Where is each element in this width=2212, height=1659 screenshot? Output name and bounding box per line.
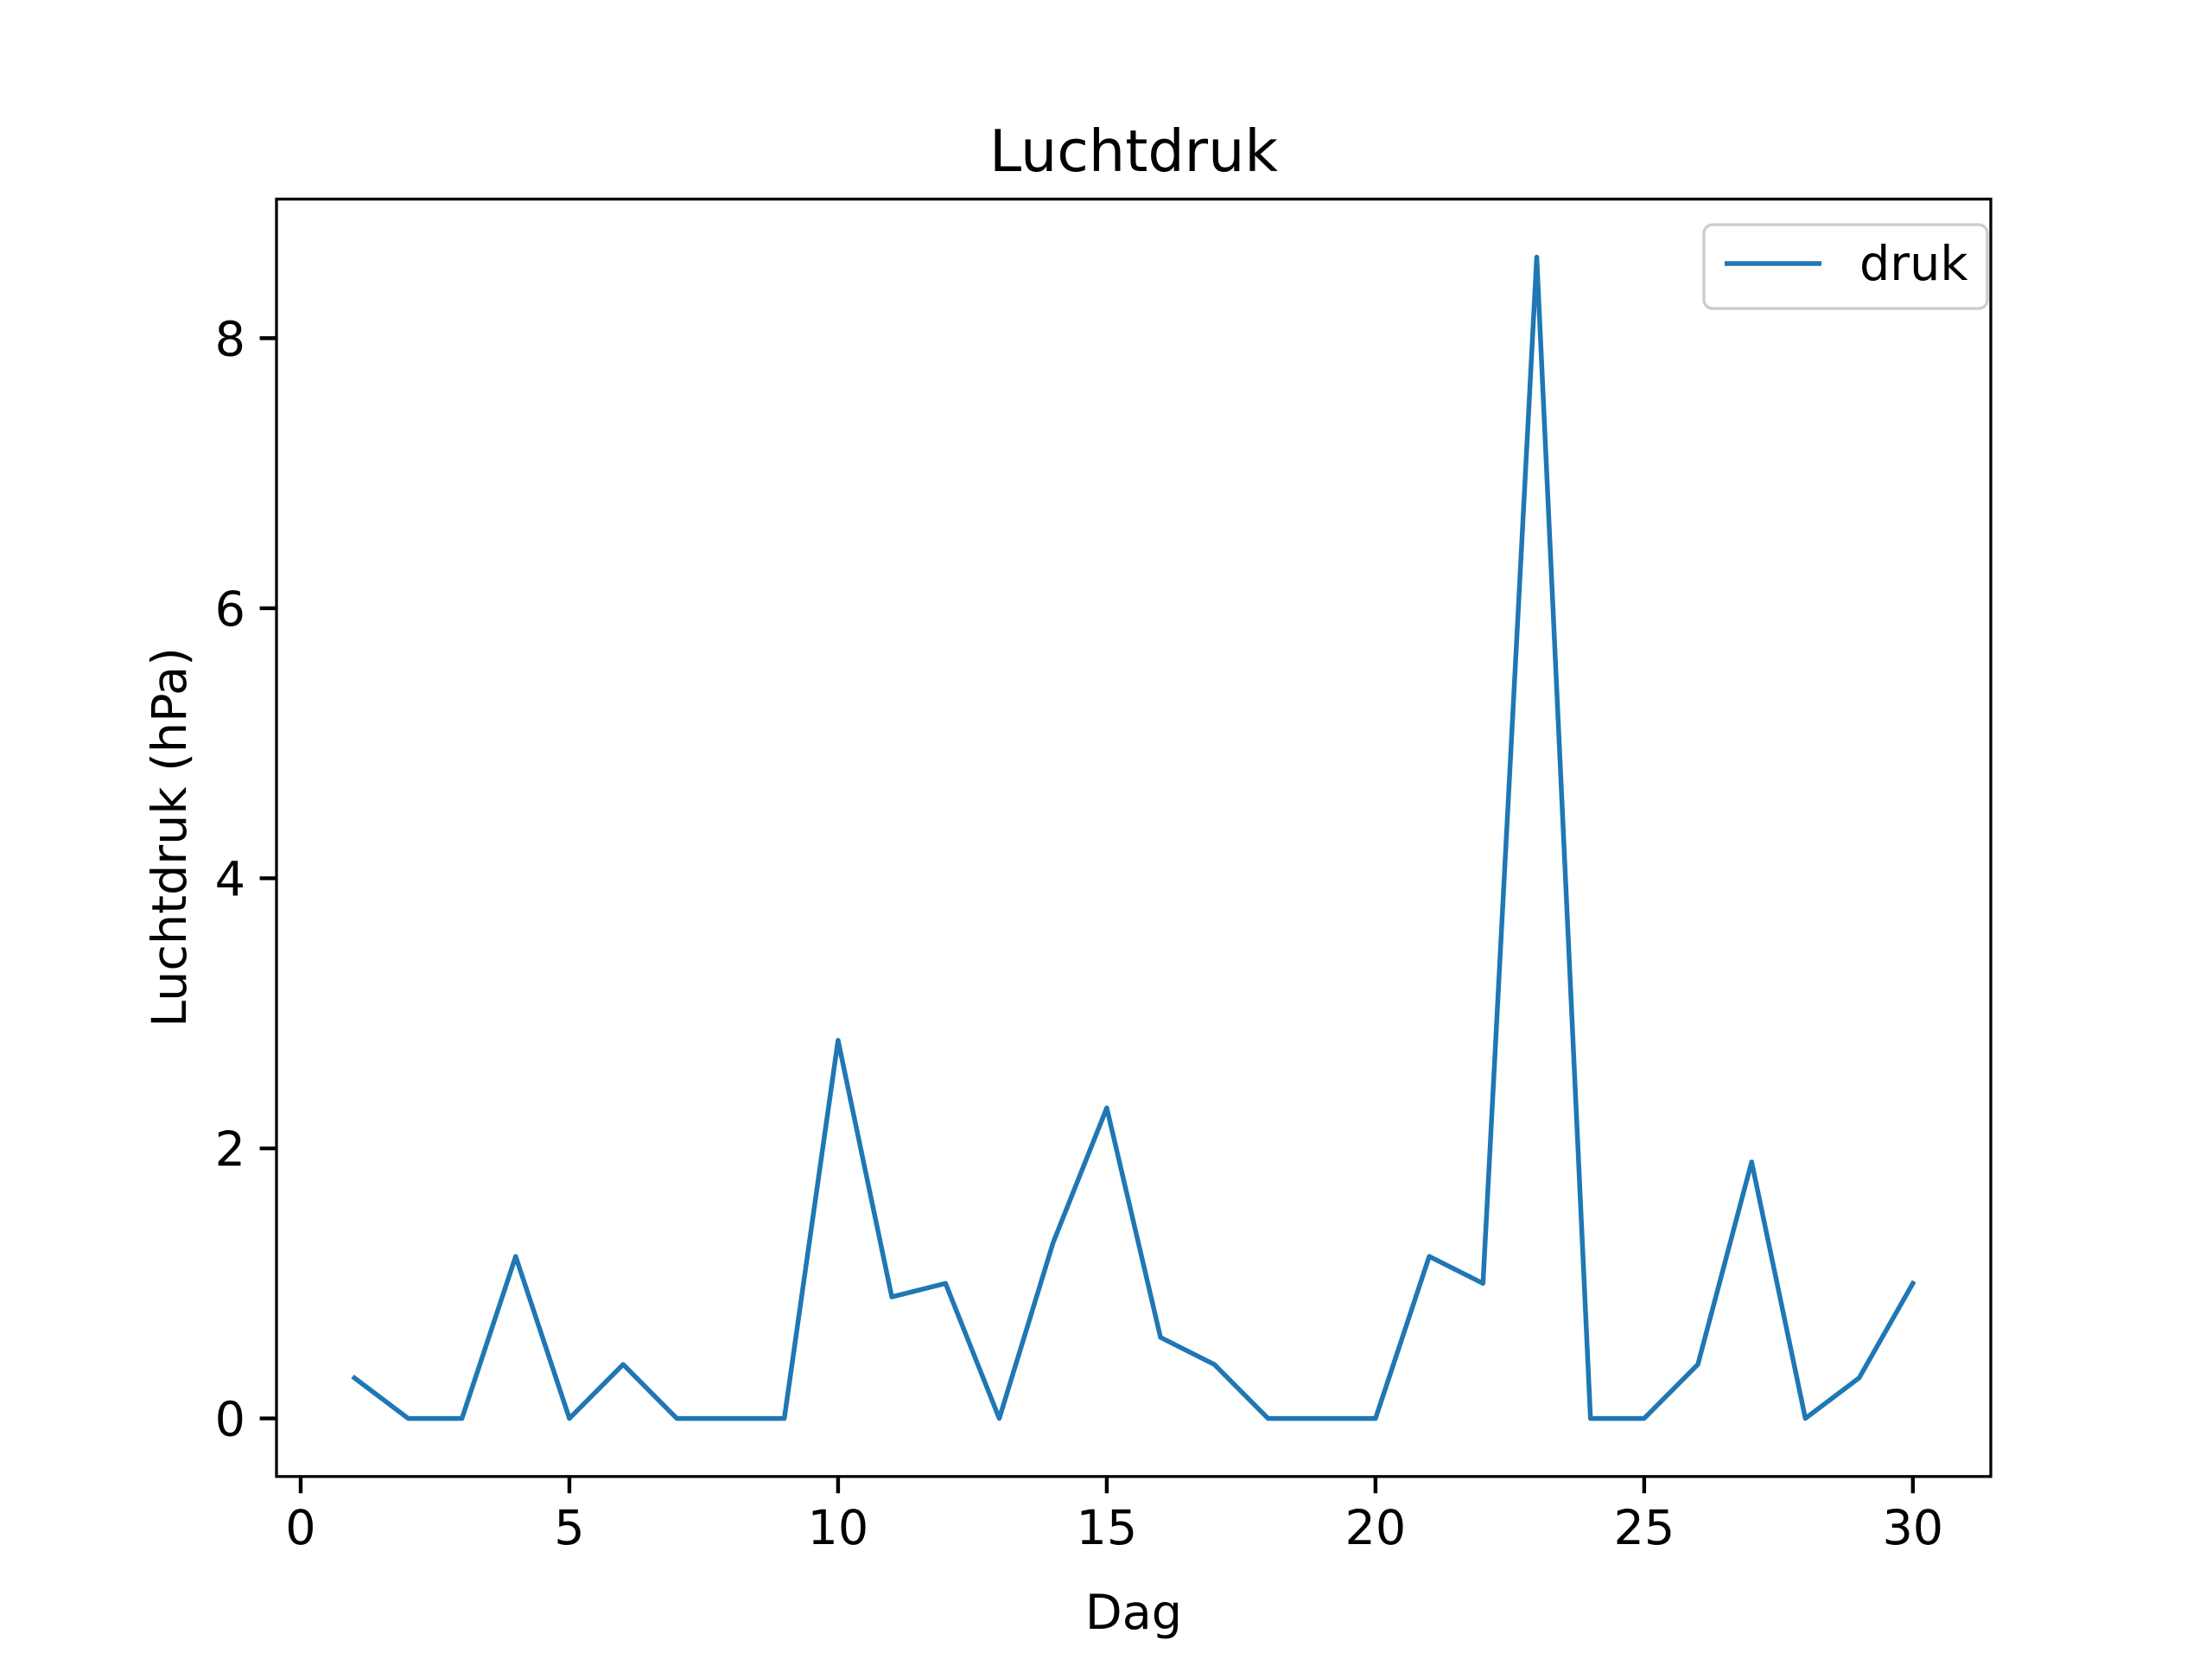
legend-box: [1702, 223, 1989, 310]
x-tick-label: 25: [1613, 1500, 1675, 1556]
y-axis-label: Luchtdruk (hPa): [142, 647, 198, 1027]
y-tick-label: 2: [215, 1122, 245, 1178]
x-tick-label: 0: [285, 1500, 315, 1556]
chart-title: Luchtdruk: [989, 118, 1278, 185]
x-tick-label: 15: [1077, 1500, 1138, 1556]
x-tick-label: 10: [808, 1500, 869, 1556]
x-tick-label: 5: [554, 1500, 584, 1556]
series-line-druk: [351, 254, 1916, 1421]
legend-label: druk: [1859, 236, 1968, 292]
legend: druk: [1702, 223, 1989, 310]
y-tick-label: 4: [215, 851, 245, 907]
x-tick-label: 30: [1882, 1500, 1943, 1556]
x-axis-label: Dag: [1085, 1585, 1182, 1641]
y-tick-label: 0: [215, 1392, 245, 1448]
x-tick-label: 20: [1344, 1500, 1406, 1556]
y-tick-label: 6: [215, 582, 245, 638]
plot-frame: [275, 197, 1993, 1478]
y-tick-label: 8: [215, 311, 245, 367]
